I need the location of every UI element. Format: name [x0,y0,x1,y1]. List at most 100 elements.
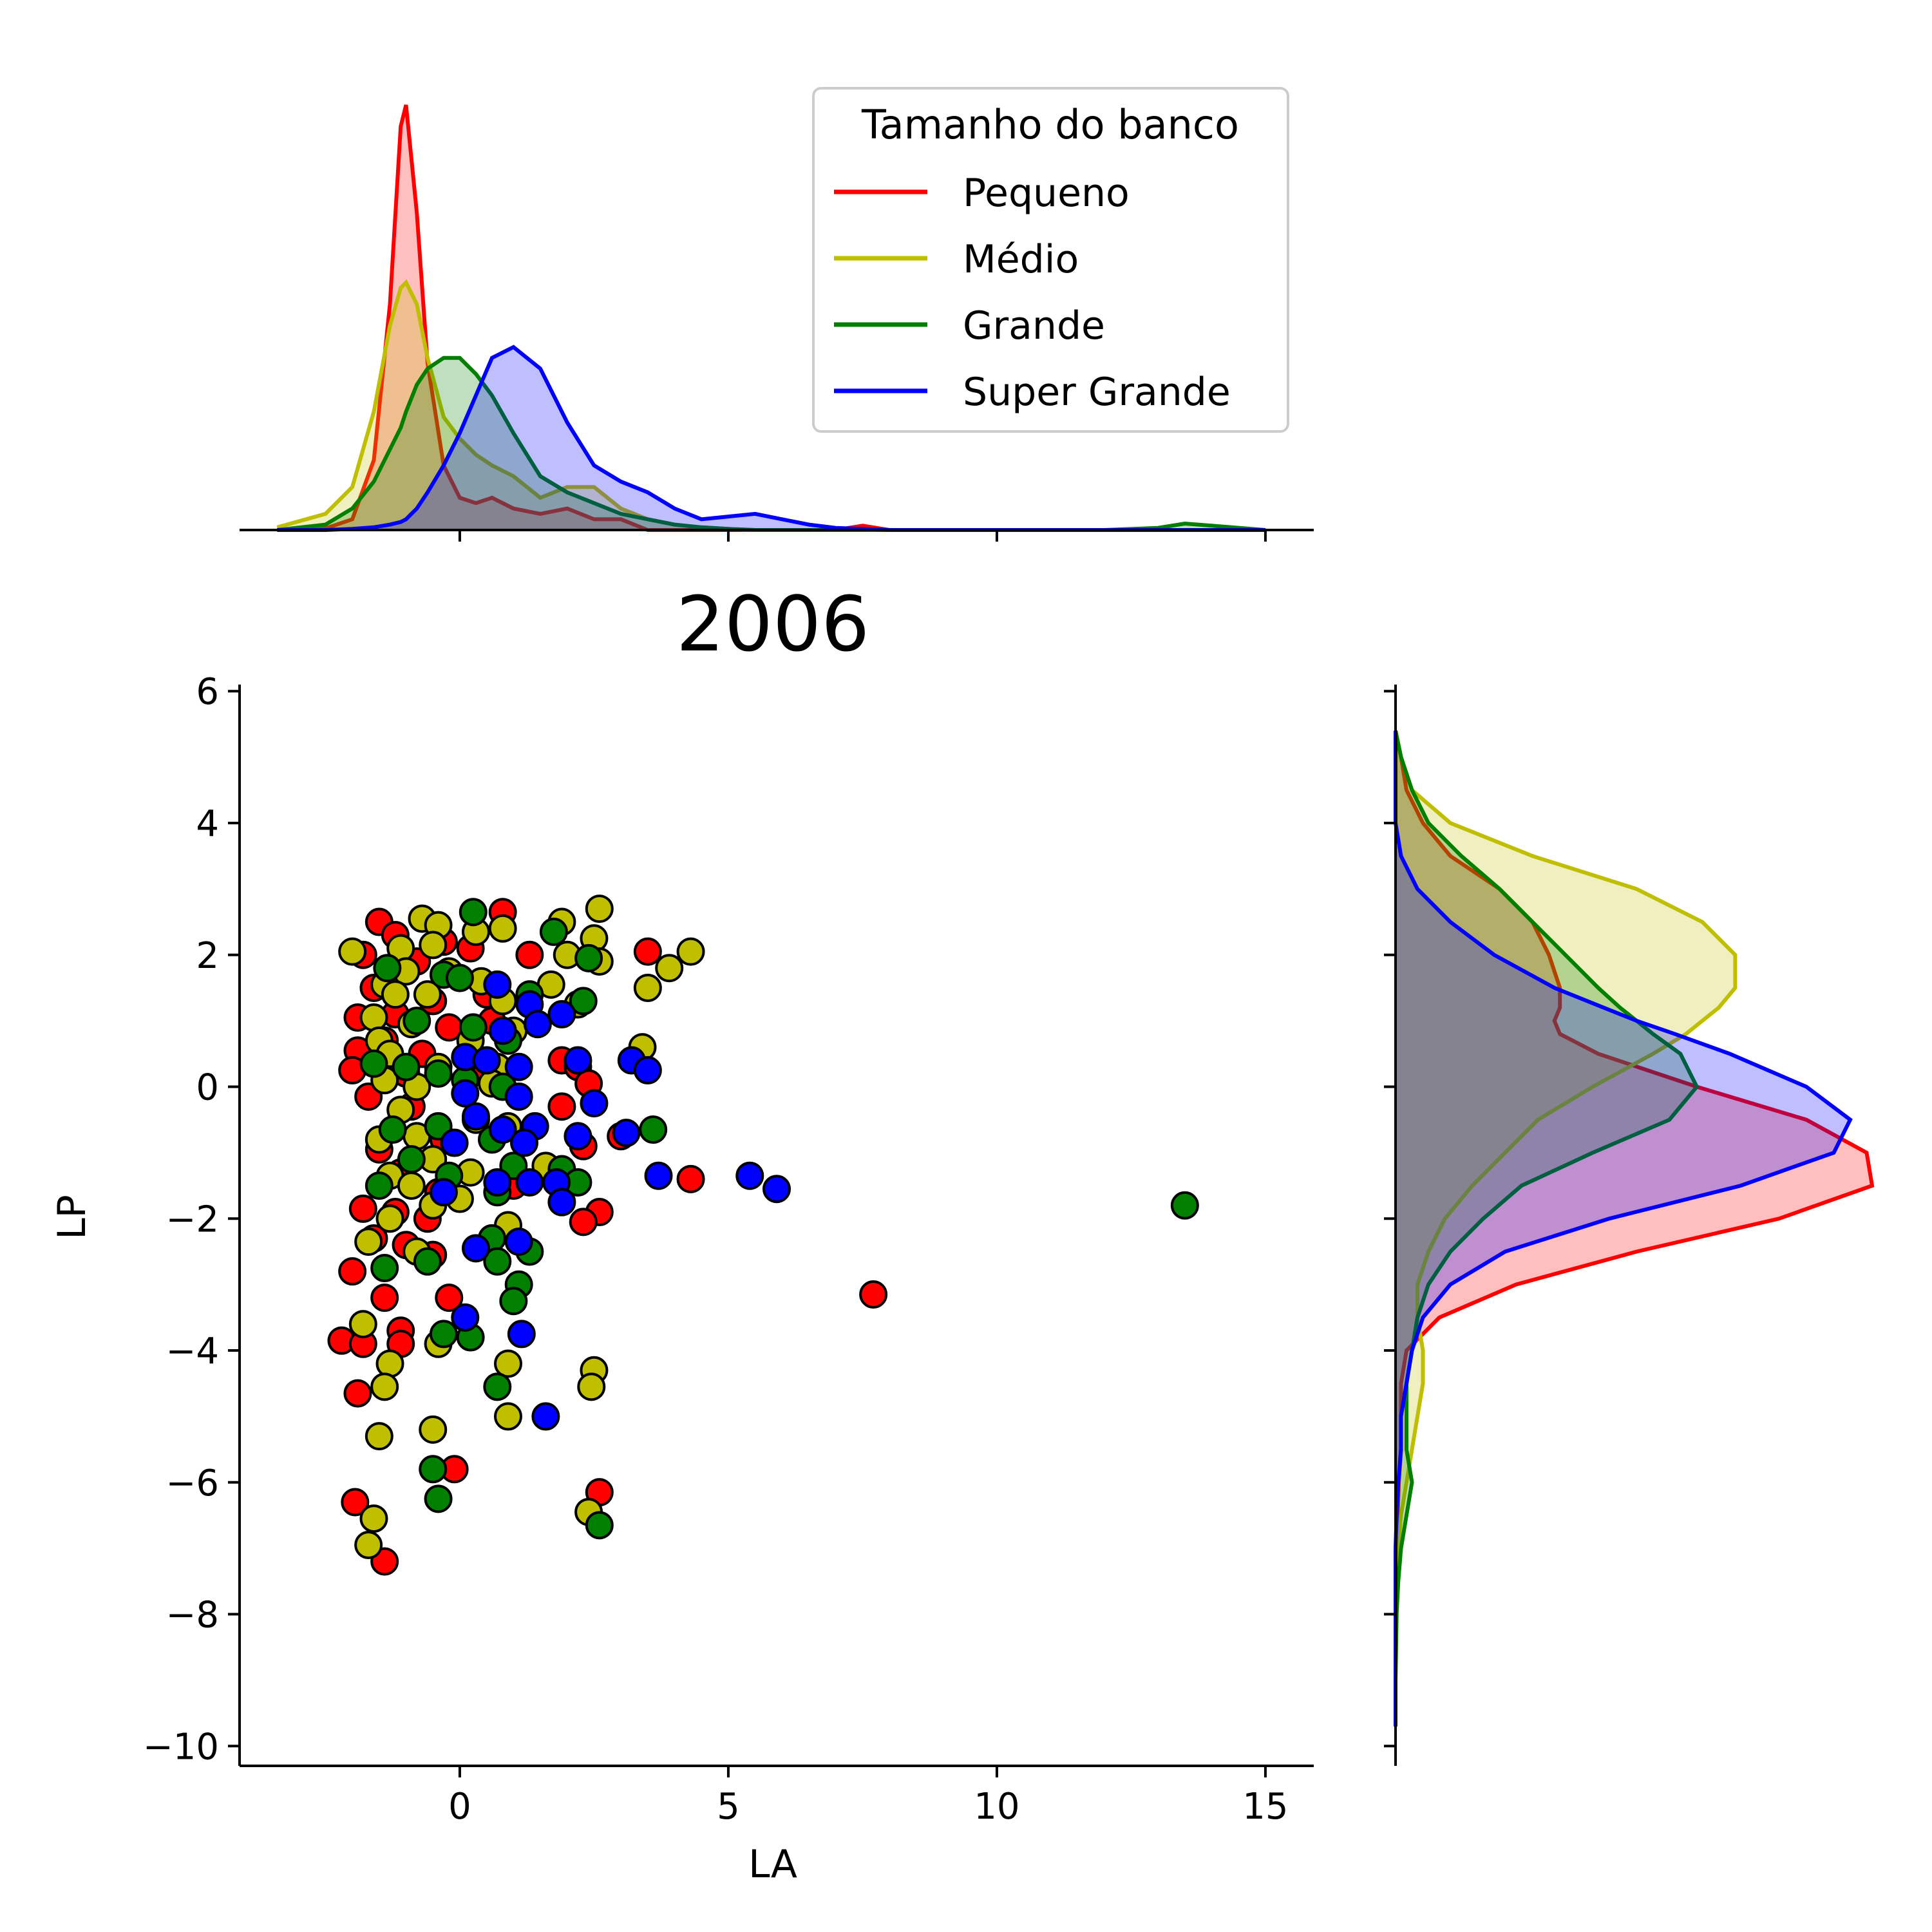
scatter-point [419,931,448,960]
scatter-point [435,1283,464,1312]
scatter-point [424,1059,453,1088]
scatter-point [365,1422,393,1451]
y-tick-label: 2 [196,935,219,977]
scatter-point [531,1402,560,1431]
scatter-point [762,1175,791,1204]
scatter-point [373,954,402,983]
right-kde-area [1396,730,1697,1727]
top-kde-area [277,282,1265,530]
x-tick-label: 5 [717,1786,740,1828]
scatter-point [488,1115,517,1144]
scatter-point [515,1168,544,1197]
scatter-point [338,1257,367,1286]
scatter-point [459,898,488,927]
scatter-point [676,937,705,966]
scatter-point [461,1234,490,1263]
y-tick-label: 0 [196,1067,219,1109]
scatter-point [539,917,568,946]
scatter-point [429,1320,458,1349]
legend-entry: Super Grande [834,370,1231,415]
scatter-point [440,1128,469,1157]
scatter-point [338,937,367,966]
scatter-point [504,1052,533,1081]
scatter-point [445,963,474,992]
legend-entry: Pequeno [834,171,1130,216]
scatter-point [370,1372,399,1401]
y-tick-label: −4 [166,1331,219,1372]
right-marginal-axis [1384,685,1397,1766]
scatter-point [564,1122,592,1151]
y-tick-label: −10 [143,1726,219,1768]
scatter-point [569,987,598,1016]
scatter-point [451,1303,480,1332]
scatter-point [375,1349,404,1378]
series-super-grande [429,970,791,1431]
scatter-point [429,1178,458,1207]
x-tick-label: 10 [974,1786,1019,1828]
scatter-point [585,1511,614,1540]
scatter-point [488,1016,517,1045]
scatter-point [859,1280,888,1309]
legend-label: Pequeno [963,171,1130,216]
right-kde-area [1396,730,1872,1727]
scatter-point [633,1056,662,1084]
scatter-point [461,1102,490,1131]
scatter-points [327,895,1199,1576]
chart-title: 2006 [676,580,869,668]
scatter-point [472,1046,501,1075]
legend-label: Super Grande [963,370,1231,415]
scatter-point [735,1161,764,1190]
legend-entry: Médio [834,237,1079,282]
top-kde-area [277,357,1265,530]
scatter-point [378,1115,407,1144]
legend-frame [812,87,1289,433]
scatter-point [547,999,576,1028]
scatter-point [504,1082,533,1111]
top-kde-area [277,346,1265,530]
scatter-point [359,1049,388,1078]
scatter-point [655,954,684,983]
scatter-point [402,1007,431,1036]
scatter-point [577,1372,606,1401]
scatter-point [564,1046,592,1075]
scatter-point [381,980,410,1009]
scatter-point [341,1488,370,1517]
scatter-point [375,1204,404,1233]
scatter-point [397,1145,426,1174]
right-kde-area [1396,730,1850,1727]
scatter-point [644,1161,673,1190]
scatter-point [510,1128,539,1157]
scatter-point [365,1171,393,1200]
legend-label: Grande [963,303,1105,348]
y-tick-label: −2 [166,1198,219,1240]
scatter-point [494,1402,522,1431]
scatter-point [580,1089,609,1118]
scatter-point [633,937,662,966]
scatter-point [507,1320,536,1349]
legend-label: Médio [963,237,1079,282]
scatter-point [370,1283,399,1312]
scatter-point [392,1052,421,1081]
y-tick-label: 4 [196,803,219,845]
main-axes: 0 5 10 15 6 4 2 0 −2 −4 −6 −8 −10 [143,671,1314,1828]
legend: Tamanho do banco Pequeno Médio Grande Super… [812,87,1289,433]
series-pequeno [327,898,888,1576]
y-tick-label: −6 [166,1463,219,1504]
scatter-point [354,1227,383,1256]
scatter-point [504,1227,533,1256]
legend-title: Tamanho do banco [861,101,1239,148]
x-tick-label: 15 [1242,1786,1288,1828]
scatter-point [547,1092,576,1121]
scatter-point [397,1171,426,1200]
right-marginal-kde [1394,730,1875,1727]
scatter-point [523,1010,552,1039]
scatter-point [483,970,512,999]
scatter-point [639,1115,668,1144]
scatter-point [483,1168,512,1197]
y-tick-label: 6 [196,671,219,713]
scatter-point [483,1247,512,1276]
scatter-point [354,1531,383,1560]
scatter-point [424,1484,453,1513]
scatter-point [419,1415,448,1444]
scatter-point [359,1003,388,1032]
